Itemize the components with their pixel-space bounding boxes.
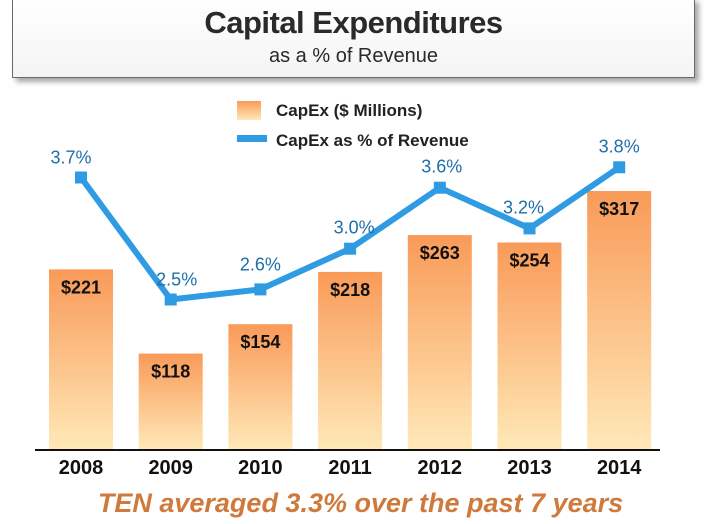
line-point-2008: [75, 171, 87, 184]
x-tick-2010: 2010: [238, 457, 283, 479]
bar-series: $221 $118 $154 $218 $263 $254 $317: [35, 191, 660, 451]
line-label-2011: 3.0%: [334, 218, 375, 238]
bar-2014: [587, 191, 652, 450]
bar-label-2012: $263: [420, 243, 460, 263]
line-label-2013: 3.2%: [503, 197, 544, 217]
footer-note: TEN averaged 3.3% over the past 7 years: [97, 488, 624, 518]
line-label-2012: 3.6%: [421, 157, 462, 177]
line-label-2008: 3.7%: [50, 148, 91, 168]
bar-2010: [228, 324, 293, 450]
bar-2008: [49, 269, 113, 450]
bar-2013: [497, 242, 562, 450]
x-tick-2011: 2011: [328, 457, 371, 479]
bar-label-2013: $254: [509, 251, 549, 271]
line-point-2010: [254, 283, 267, 296]
legend-label-line: CapEx as % of Revenue: [276, 131, 469, 150]
bar-label-2008: $221: [61, 277, 101, 297]
bar-2011: [318, 271, 383, 450]
chart-title: Capital Expenditures: [204, 5, 503, 40]
line-label-2014: 3.8%: [599, 136, 640, 156]
legend-label-bar: CapEx ($ Millions): [276, 101, 422, 120]
x-tick-2014: 2014: [597, 457, 642, 479]
chart-legend: CapEx ($ Millions) CapEx as % of Revenue: [237, 101, 469, 150]
bar-label-2010: $154: [240, 332, 280, 352]
x-tick-2013: 2013: [507, 457, 552, 479]
legend-swatch-bar: [237, 101, 261, 120]
line-series: 3.7% 2.5% 2.6% 3.0% 3.6% 3.2% 3.8%: [50, 136, 640, 306]
bar-2012: [407, 235, 472, 450]
line-point-2012: [433, 181, 446, 194]
chart-subtitle: as a % of Revenue: [269, 45, 438, 67]
bar-label-2009: $118: [151, 362, 190, 382]
line-point-2013: [523, 222, 536, 235]
x-tick-2009: 2009: [148, 457, 193, 479]
x-tick-2012: 2012: [418, 457, 463, 479]
line-point-2009: [164, 293, 177, 306]
line-point-2011: [344, 242, 357, 255]
line-label-2010: 2.6%: [240, 254, 281, 274]
x-axis-ticks: 2008 2009 2010 2011 2012 2013 2014: [59, 457, 643, 479]
line-point-2014: [613, 161, 626, 174]
line-label-2009: 2.5%: [156, 270, 197, 290]
x-tick-2008: 2008: [59, 457, 104, 479]
bar-label-2014: $317: [599, 199, 639, 219]
bar-label-2011: $218: [330, 280, 370, 300]
bar-2009: [138, 353, 203, 450]
title-box: Capital Expenditures as a % of Revenue: [12, 0, 695, 78]
legend-swatch-line: [237, 135, 267, 142]
